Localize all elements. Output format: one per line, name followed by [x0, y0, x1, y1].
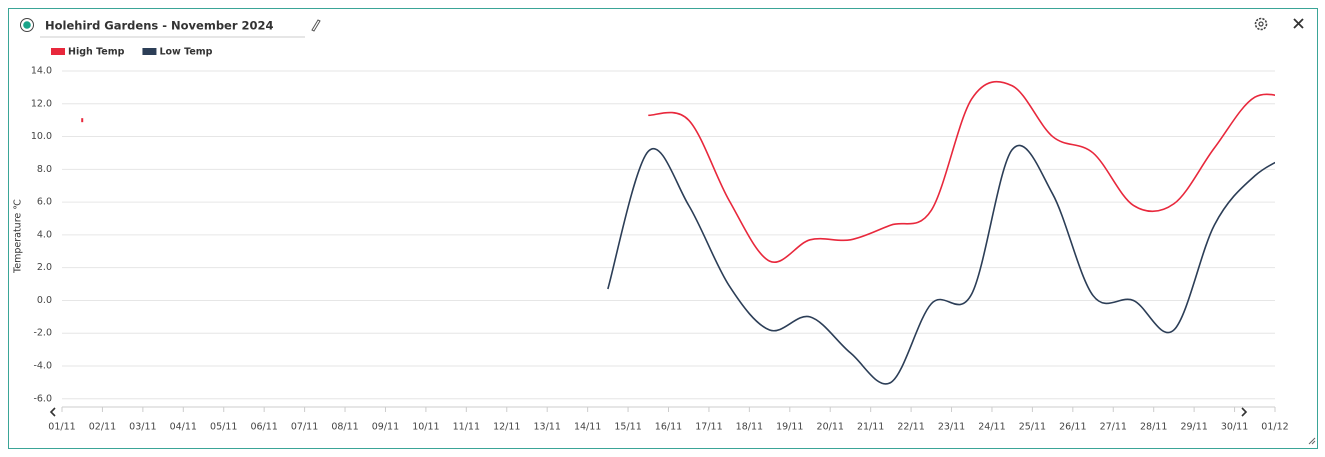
status-radio — [20, 18, 34, 32]
x-tick-label: 29/11 — [1180, 422, 1207, 433]
scroll-left[interactable] — [49, 407, 56, 417]
y-tick-label: 4.0 — [37, 229, 52, 240]
series — [81, 80, 1275, 264]
legend-swatch — [51, 48, 65, 55]
resize-handle[interactable] — [1308, 437, 1316, 445]
x-tick-label: 07/11 — [291, 422, 318, 433]
legend-label: Low Temp — [159, 47, 212, 58]
x-tick-label: 06/11 — [250, 422, 277, 433]
x-tick-label: 15/11 — [614, 422, 641, 433]
y-tick-label: 12.0 — [31, 98, 52, 109]
legend-label: High Temp — [68, 47, 125, 58]
x-tick-label: 01/12 — [1261, 422, 1288, 433]
legend-swatch — [142, 48, 157, 55]
legend: High Temp Low Temp — [51, 47, 213, 58]
y-tick-label: 8.0 — [37, 164, 52, 175]
x-tick-label: 24/11 — [978, 422, 1005, 433]
x-tick-label: 23/11 — [938, 422, 965, 433]
line — [648, 80, 1275, 264]
x-tick-label: 13/11 — [534, 422, 561, 433]
x-tick-label: 11/11 — [453, 422, 480, 433]
x-tick-label: 02/11 — [89, 422, 116, 433]
x-tick-label: 20/11 — [817, 422, 844, 433]
y-tick-label: -6.0 — [33, 393, 52, 404]
y-axis-label: Temperature ℃ — [13, 199, 24, 274]
widget-title[interactable]: Holehird Gardens - November 2024 — [45, 19, 274, 33]
plot: -6.0 -4.0 -2.0 0.0 2.0 4.0 6.0 8.0 10.0 12.0 14.0 0… — [31, 66, 1289, 433]
line — [607, 144, 1275, 385]
x-tick-label: 09/11 — [372, 422, 399, 433]
x-tick-label: 28/11 — [1140, 422, 1167, 433]
x-tick-label: 03/11 — [129, 422, 156, 433]
x-tick-label: 19/11 — [776, 422, 803, 433]
settings-icon[interactable] — [1254, 17, 1268, 31]
y-tick-label: -4.0 — [33, 361, 52, 372]
frame — [8, 8, 1318, 449]
x-tick-label: 22/11 — [897, 422, 924, 433]
close-icon[interactable] — [1293, 18, 1304, 29]
edit-icon[interactable] — [311, 19, 321, 32]
y-tick-label: 14.0 — [31, 66, 52, 77]
x-tick-label: 04/11 — [170, 422, 197, 433]
x-tick-label: 17/11 — [695, 422, 722, 433]
x-tick-label: 25/11 — [1019, 422, 1046, 433]
y-tick-label: 10.0 — [31, 131, 52, 142]
x-tick-label: 05/11 — [210, 422, 237, 433]
y-tick-label: 2.0 — [37, 262, 52, 273]
x-tick-label: 16/11 — [655, 422, 682, 433]
x-tick-label: 30/11 — [1221, 422, 1248, 433]
x-tick-label: 01/11 — [48, 422, 75, 433]
scroll-right[interactable] — [1241, 407, 1248, 417]
x-tick-label: 12/11 — [493, 422, 520, 433]
y-tick-label: 6.0 — [37, 197, 52, 208]
series — [607, 144, 1275, 385]
y-tick-label: -2.0 — [33, 328, 52, 339]
x-tick-label: 21/11 — [857, 422, 884, 433]
y-tick-label: 0.0 — [37, 295, 52, 306]
x-tick-label: 10/11 — [412, 422, 439, 433]
x-tick-label: 08/11 — [331, 422, 358, 433]
x-tick-label: 26/11 — [1059, 422, 1086, 433]
x-tick-label: 14/11 — [574, 422, 601, 433]
x-tick-label: 27/11 — [1100, 422, 1127, 433]
x-tick-label: 18/11 — [736, 422, 763, 433]
point — [81, 118, 84, 123]
